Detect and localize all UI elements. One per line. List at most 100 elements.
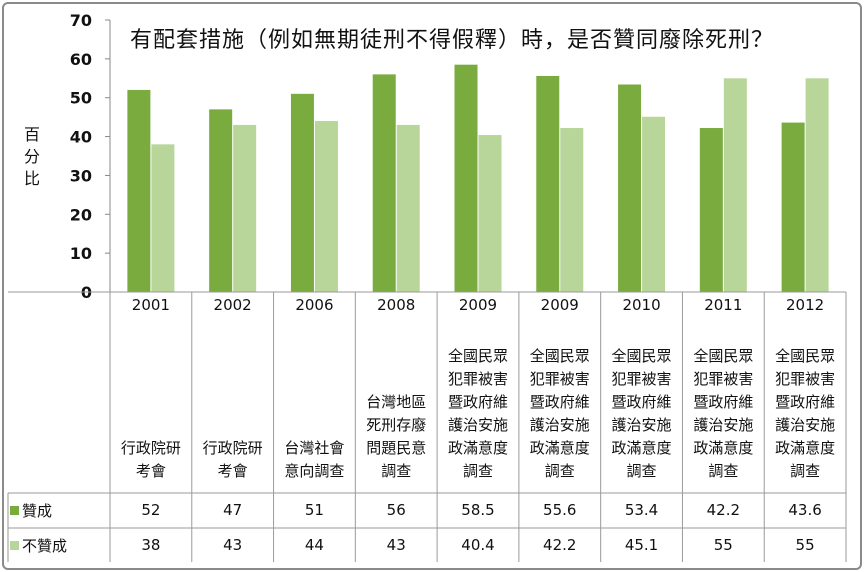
source-line: 調查 <box>462 462 493 480</box>
source-line: 考會 <box>217 462 248 480</box>
bar-approve <box>699 128 723 292</box>
data-label: 43.6 <box>788 501 822 519</box>
source-line: 調查 <box>708 462 739 480</box>
x-tick-label-source: 全國民眾犯罪被害暨政府維護治安施政滿意度調查 <box>682 345 764 483</box>
legend-label: 不贊成 <box>22 536 68 555</box>
source-line: 台灣社會 <box>284 439 345 457</box>
data-label: 43 <box>386 536 406 554</box>
bar-approve <box>372 74 396 293</box>
data-label: 43 <box>223 536 243 554</box>
bar-disapprove <box>805 78 829 293</box>
data-label: 47 <box>223 501 243 519</box>
y-axis-label: 百分比 <box>22 124 42 190</box>
y-axis-label-char: 百 <box>23 125 40 144</box>
source-line: 暨政府維 <box>611 393 672 411</box>
source-line: 問題民意 <box>366 439 427 457</box>
source-line: 考會 <box>135 462 166 480</box>
legend-label: 贊成 <box>22 501 53 520</box>
bar-disapprove <box>233 124 257 293</box>
source-line: 暨政府維 <box>775 393 836 411</box>
source-line: 護治安施 <box>693 416 754 434</box>
source-line: 犯罪被害 <box>611 370 672 388</box>
data-label: 38 <box>141 536 161 554</box>
source-line: 暨政府維 <box>447 393 508 411</box>
x-tick-label-year: 2012 <box>786 296 825 314</box>
source-line: 政滿意度 <box>529 439 590 457</box>
source-line: 台灣地區 <box>366 393 427 411</box>
x-tick-label-source: 全國民眾 犯罪被害 暨政府維 護治安施 政滿意度 調查 <box>764 345 846 483</box>
data-label: 45.1 <box>624 536 659 554</box>
x-tick-label-source: 全國民眾犯罪被害暨政府維護治安施政滿意度調查 <box>519 345 601 483</box>
source-line: 全國民眾 <box>447 347 508 365</box>
source-line: 死刑存廢 <box>366 416 427 434</box>
source-line: 全國民眾 <box>693 347 754 365</box>
source-line: 政滿意度 <box>447 439 508 457</box>
y-tick-label: 20 <box>70 205 92 224</box>
bar-disapprove <box>478 135 502 292</box>
source-line: 暨政府維 <box>529 393 590 411</box>
data-label: 40.4 <box>461 536 495 554</box>
bar-disapprove <box>396 124 420 293</box>
y-axis-label-char: 分 <box>23 147 40 166</box>
x-tick-label-year: 2008 <box>377 296 416 314</box>
x-tick-label-year: 2002 <box>213 296 252 314</box>
data-label: 53.4 <box>624 501 659 519</box>
x-tick-label-source: 行政院研 考會 <box>192 437 274 483</box>
x-tick-label-source: 全國民眾犯罪被害暨政府維護治安施政滿意度調查 <box>601 345 683 483</box>
bar-disapprove <box>151 144 175 292</box>
source-line: 犯罪被害 <box>693 370 754 388</box>
bar-disapprove <box>642 116 666 292</box>
source-line: 政滿意度 <box>693 439 754 457</box>
legend-swatch <box>10 505 19 515</box>
bar-disapprove <box>314 121 338 293</box>
data-label: 55 <box>795 536 815 554</box>
y-tick-label: 10 <box>70 244 92 263</box>
source-line: 行政院研 <box>120 439 181 457</box>
x-tick-label-year: 2001 <box>131 296 170 314</box>
bar-disapprove <box>723 78 747 293</box>
data-label: 55.6 <box>543 501 577 519</box>
data-label: 55 <box>713 536 733 554</box>
chart-title: 有配套措施（例如無期徒刑不得假釋）時，是否贊同廢除死刑？ <box>130 28 775 53</box>
source-line: 政滿意度 <box>775 439 836 457</box>
legend-entry: 贊成 <box>10 493 52 527</box>
source-line: 全國民眾 <box>529 347 590 365</box>
data-label: 58.5 <box>461 501 495 519</box>
y-tick-label: 60 <box>70 50 92 69</box>
x-tick-label-source: 台灣地區死刑存廢問題民意調查 <box>355 391 437 483</box>
data-label: 44 <box>304 536 324 554</box>
y-tick-label: 30 <box>70 166 92 185</box>
data-label: 52 <box>141 501 161 519</box>
source-line: 調查 <box>626 462 657 480</box>
data-label: 51 <box>304 501 324 519</box>
source-line: 犯罪被害 <box>447 370 508 388</box>
source-line: 全國民眾 <box>611 347 672 365</box>
legend-swatch <box>10 540 19 550</box>
legend-entry: 不贊成 <box>10 528 67 562</box>
x-tick-label-year: 2009 <box>458 296 498 314</box>
source-line: 調查 <box>544 462 575 480</box>
source-line: 犯罪被害 <box>529 370 590 388</box>
source-line: 護治安施 <box>529 416 590 434</box>
source-line: 全國民眾 <box>775 347 836 365</box>
source-line: 暨政府維 <box>693 393 754 411</box>
y-tick-label: 70 <box>70 11 92 30</box>
x-tick-label-year: 2009 <box>540 296 579 314</box>
data-label: 42.2 <box>543 536 577 554</box>
bar-approve <box>454 64 478 292</box>
x-tick-label-year: 2011 <box>704 296 743 314</box>
x-tick-label-year: 2010 <box>622 296 661 314</box>
source-line: 調查 <box>381 462 412 480</box>
source-line: 行政院研 <box>202 439 263 457</box>
source-line: 護治安施 <box>611 416 672 434</box>
bar-approve <box>618 84 642 292</box>
y-tick-label: 40 <box>70 128 92 147</box>
bar-approve <box>290 93 314 292</box>
source-line: 政滿意度 <box>611 439 672 457</box>
source-line: 犯罪被害 <box>775 370 836 388</box>
y-axis-label-char: 比 <box>23 169 40 188</box>
x-tick-label-source: 行政院研 考會 <box>110 437 192 483</box>
source-line: 意向調查 <box>284 462 345 480</box>
source-line: 護治安施 <box>775 416 836 434</box>
